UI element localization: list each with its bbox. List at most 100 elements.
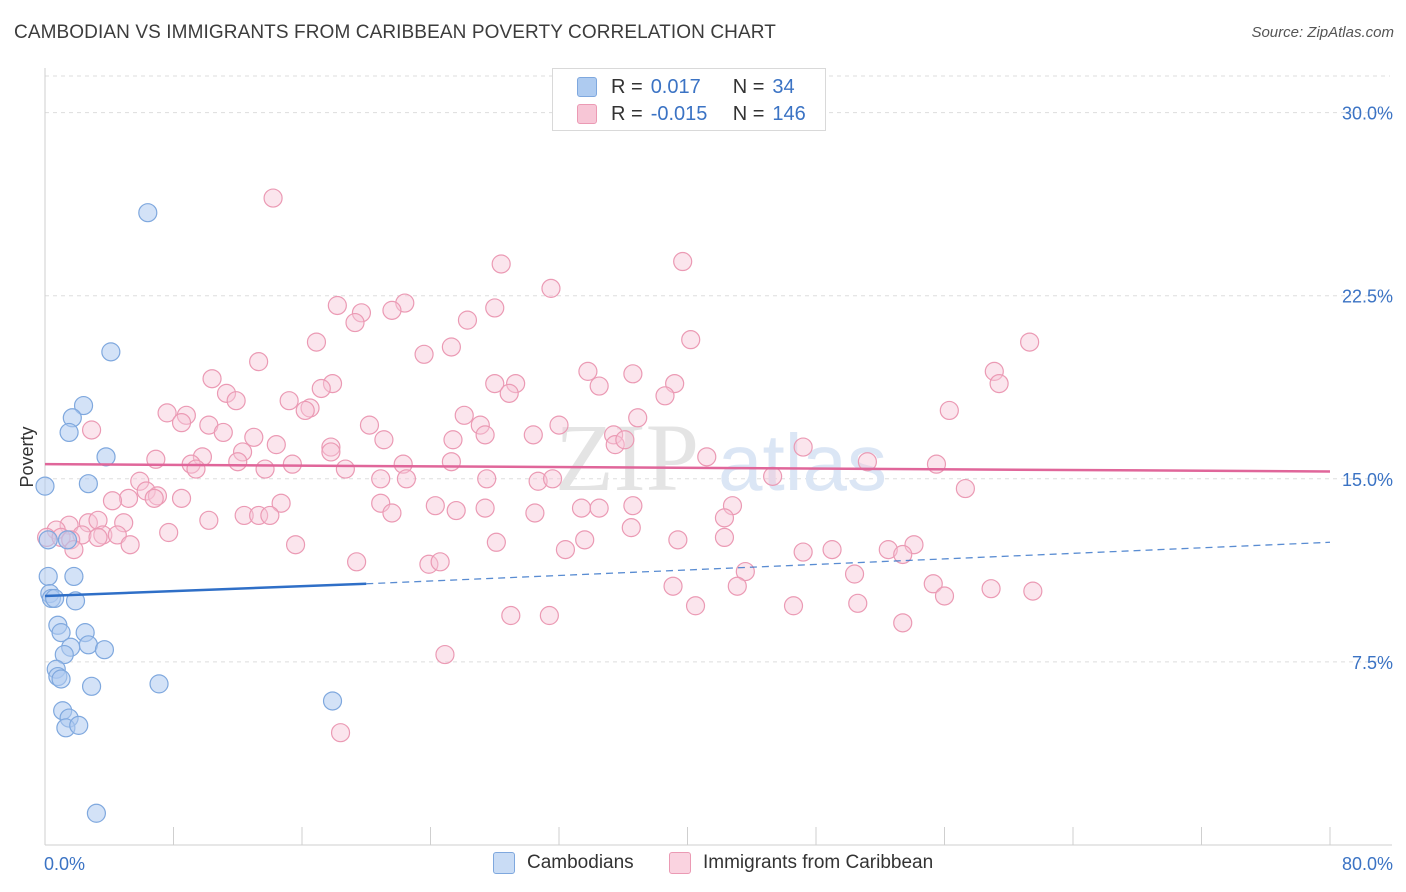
caribbean-point	[893, 544, 913, 565]
caribbean-point	[425, 496, 445, 516]
caribbean-point	[266, 435, 286, 455]
watermark-zip: ZIP	[555, 404, 699, 511]
cambodian-point	[45, 588, 65, 609]
cambodian-point	[64, 566, 84, 587]
caribbean-point	[120, 535, 140, 555]
legend-label-caribbean: Immigrants from Caribbean	[703, 852, 934, 873]
caribbean-point	[327, 295, 347, 316]
caribbean-point	[226, 391, 246, 411]
caribbean-point	[311, 378, 331, 399]
caribbean-point	[485, 298, 505, 318]
caribbean-point	[216, 383, 237, 403]
caribbean-point	[244, 427, 264, 447]
gridlines	[45, 75, 1390, 663]
cambodian-trend-extension	[366, 541, 1331, 585]
caribbean-point	[714, 527, 735, 548]
y-tick-label: 30.0%	[1342, 104, 1393, 124]
y-tick-label: 7.5%	[1352, 653, 1393, 673]
legend-r-value: -0.015	[650, 102, 708, 125]
caribbean-point	[393, 454, 413, 474]
legend-n-label: N =	[732, 75, 765, 98]
caribbean-point	[102, 491, 123, 511]
cambodian-points	[35, 203, 343, 823]
caribbean-point	[306, 332, 327, 352]
caribbean-point	[501, 605, 521, 626]
caribbean-point	[396, 469, 417, 489]
caribbean-point	[282, 454, 302, 474]
caribbean-point	[663, 576, 683, 596]
caribbean-point	[673, 251, 693, 272]
caribbean-point	[347, 552, 367, 572]
caribbean-point	[234, 505, 254, 526]
caribbean-point	[681, 330, 701, 350]
caribbean-point	[628, 408, 648, 428]
caribbean-point	[359, 415, 380, 435]
cambodian-point	[138, 203, 158, 223]
cambodian-point	[101, 342, 121, 362]
caribbean-point	[88, 527, 108, 548]
caribbean-point	[793, 542, 813, 562]
caribbean-point	[539, 605, 559, 626]
caribbean-point	[955, 478, 975, 499]
legend-item-cambodians[interactable]: Cambodians	[493, 852, 634, 874]
caribbean-point	[114, 513, 134, 533]
caribbean-point	[263, 188, 283, 208]
cambodian-point	[69, 715, 89, 735]
caribbean-point	[984, 361, 1004, 381]
caribbean-point	[499, 383, 519, 403]
caribbean-point	[414, 344, 434, 364]
caribbean-point	[605, 435, 625, 455]
caribbean-point	[589, 498, 609, 518]
cambodian-point	[94, 640, 115, 660]
caribbean-point	[147, 486, 168, 506]
legend-label-cambodians: Cambodians	[527, 852, 634, 873]
cambodian-point	[73, 395, 94, 416]
caribbean-point	[727, 576, 747, 596]
caribbean-point	[475, 425, 495, 445]
series-legend: Cambodians Immigrants from Caribbean	[0, 852, 1406, 878]
caribbean-point	[523, 425, 543, 445]
caribbean-point	[322, 374, 343, 394]
legend-r-value: 0.017	[650, 75, 701, 98]
cambodian-trend-line	[44, 582, 367, 598]
caribbean-point	[213, 422, 233, 443]
x-tick-label-max: 80.0%	[1342, 854, 1393, 874]
caribbean-point	[655, 386, 675, 406]
caribbean-point	[321, 437, 341, 457]
caribbean-trend-line	[44, 462, 1331, 473]
cambodian-point	[65, 591, 86, 611]
legend-swatch-pink	[577, 104, 597, 124]
caribbean-point	[848, 593, 868, 613]
caribbean-point	[939, 400, 959, 421]
caribbean-point	[697, 447, 717, 467]
caribbean-point	[549, 415, 569, 435]
legend-item-caribbean[interactable]: Immigrants from Caribbean	[669, 852, 933, 874]
caribbean-point	[199, 510, 219, 530]
caribbean-point	[1020, 332, 1040, 352]
caribbean-point	[330, 723, 351, 743]
y-axis-label: Poverty	[17, 426, 37, 487]
caribbean-point	[335, 459, 355, 479]
caribbean-point	[171, 488, 192, 508]
axes	[44, 68, 1392, 846]
caribbean-point	[371, 469, 391, 489]
correlation-legend: R = 0.017 N = 34 R = -0.015 N = 146	[552, 68, 826, 131]
caribbean-point	[285, 535, 306, 555]
caribbean-point	[589, 376, 609, 396]
caribbean-point	[443, 430, 463, 450]
caribbean-point	[506, 374, 526, 394]
legend-swatch-pink	[669, 852, 691, 874]
source-label: Source: ZipAtlas.com	[1251, 24, 1394, 41]
caribbean-point	[486, 532, 506, 552]
caribbean-point	[878, 540, 898, 560]
caribbean-point	[321, 442, 341, 462]
caribbean-point	[249, 352, 269, 372]
caribbean-point	[435, 644, 455, 665]
caribbean-point	[822, 540, 842, 560]
caribbean-point	[446, 500, 466, 521]
caribbean-point	[186, 459, 206, 479]
caribbean-point	[923, 574, 943, 594]
caribbean-point	[623, 364, 643, 384]
legend-swatch-blue	[577, 77, 597, 97]
caribbean-point	[351, 303, 372, 323]
